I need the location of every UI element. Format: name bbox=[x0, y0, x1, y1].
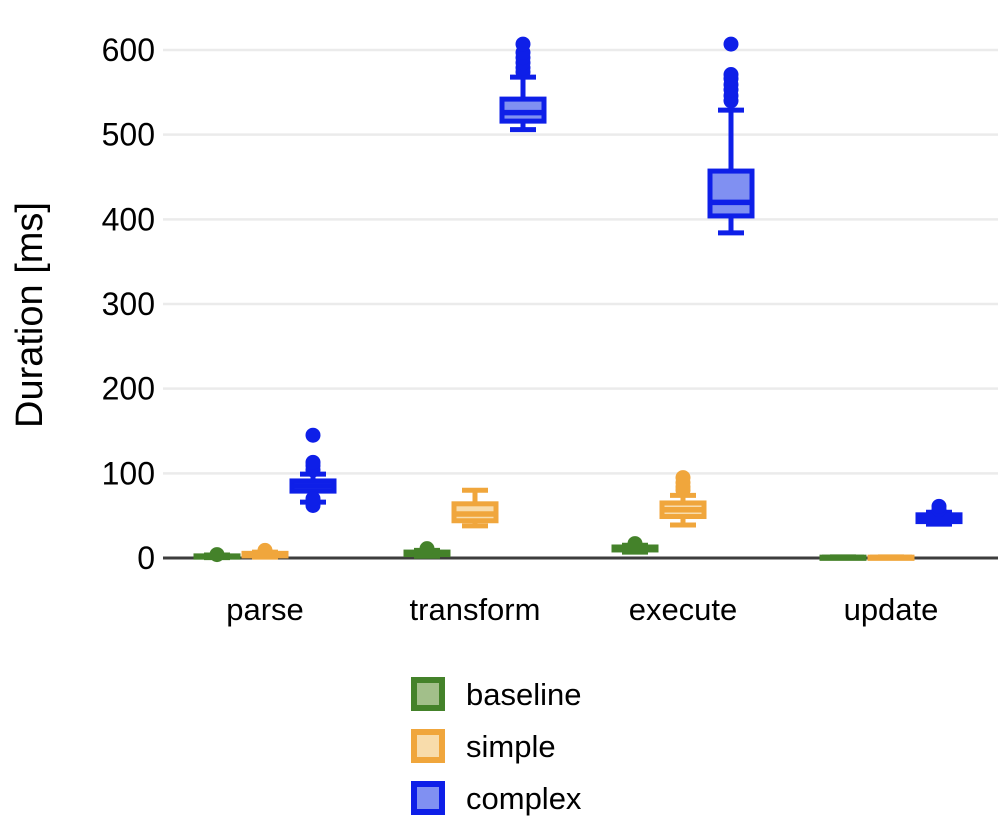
iqr-box bbox=[707, 168, 755, 219]
outlier-dot bbox=[723, 67, 739, 83]
box-baseline-parse bbox=[193, 547, 241, 563]
legend-swatch-simple bbox=[411, 729, 445, 763]
box-simple-transform bbox=[451, 487, 499, 529]
legend-swatch-baseline bbox=[411, 677, 445, 711]
y-tick-label-600: 600 bbox=[102, 32, 155, 68]
legend-label-complex: complex bbox=[466, 781, 582, 816]
legend-label-baseline: baseline bbox=[466, 677, 581, 712]
y-axis-title: Duration [ms] bbox=[9, 202, 51, 428]
outlier-dot bbox=[257, 542, 273, 558]
y-tick-label-0: 0 bbox=[137, 540, 155, 576]
x-category-label-parse: parse bbox=[226, 592, 304, 627]
outlier-dot bbox=[931, 498, 947, 514]
x-category-label-execute: execute bbox=[629, 592, 738, 627]
outlier-dot bbox=[305, 454, 321, 470]
box-simple-execute bbox=[659, 470, 707, 528]
outlier-dot bbox=[675, 470, 691, 486]
outlier-dot bbox=[627, 536, 643, 552]
y-tick-label-300: 300 bbox=[102, 286, 155, 322]
gridlines-layer bbox=[163, 48, 998, 560]
y-tick-label-100: 100 bbox=[102, 455, 155, 491]
legend-item-baseline: baseline bbox=[411, 677, 581, 712]
outlier-dot bbox=[419, 541, 435, 557]
axis-labels-layer: 0 100 200 300 400 500 600 parse transform execute… bbox=[102, 32, 939, 627]
outlier-dot bbox=[515, 36, 531, 52]
x-category-label-transform: transform bbox=[410, 592, 541, 627]
box-complex-parse bbox=[289, 427, 337, 514]
outlier-dot bbox=[723, 36, 739, 52]
box-complex-update bbox=[915, 498, 963, 527]
box-baseline-transform bbox=[403, 541, 451, 559]
box-baseline-update bbox=[819, 554, 867, 561]
box-simple-update bbox=[867, 554, 915, 561]
legend-item-complex: complex bbox=[411, 781, 582, 816]
box-simple-parse bbox=[241, 542, 289, 560]
legend: baseline simple complex bbox=[411, 677, 582, 816]
y-tick-label-200: 200 bbox=[102, 371, 155, 407]
box-baseline-execute bbox=[611, 536, 659, 555]
y-tick-label-400: 400 bbox=[102, 201, 155, 237]
legend-item-simple: simple bbox=[411, 729, 556, 764]
legend-label-simple: simple bbox=[466, 729, 556, 764]
box-complex-transform bbox=[499, 36, 547, 133]
outlier-dot bbox=[305, 491, 321, 507]
x-category-label-update: update bbox=[844, 592, 939, 627]
y-tick-label-500: 500 bbox=[102, 117, 155, 153]
outlier-dot bbox=[305, 427, 321, 443]
boxplots-layer bbox=[193, 36, 963, 563]
legend-swatch-complex bbox=[411, 781, 445, 815]
box-complex-execute bbox=[707, 36, 755, 236]
outlier-dot bbox=[209, 547, 225, 563]
